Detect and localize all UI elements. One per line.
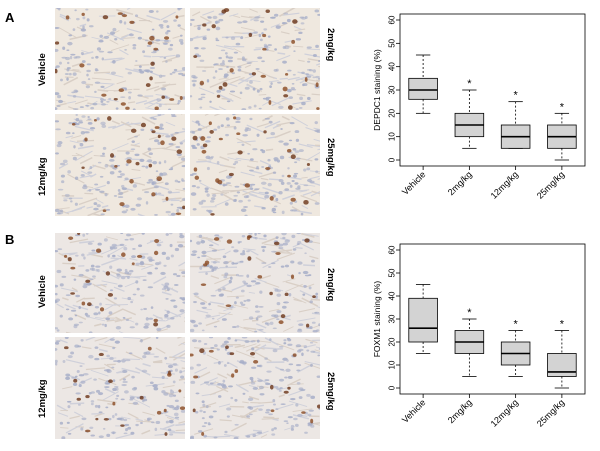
y-tick-label: 60 — [388, 15, 397, 24]
image-label-vehicle: Vehicle — [37, 53, 48, 86]
y-tick-label: 20 — [388, 108, 397, 117]
micrograph-b-25mg — [190, 337, 320, 439]
y-tick-label: 0 — [388, 385, 397, 390]
boxplot-foxm1: 0 10 20 30 40 50 60 FOXM1 staining (%) * * * Vehicl… — [365, 236, 590, 446]
micrograph-a-25mg — [190, 114, 320, 216]
significance-star: * — [467, 78, 472, 90]
significance-star: * — [560, 319, 565, 331]
x-tick-label: 2mg/kg — [446, 169, 474, 197]
iqr-box — [548, 354, 577, 377]
panel-letter-a: A — [5, 10, 14, 25]
micrograph-a-2mg — [190, 8, 320, 110]
x-tick-label: 25mg/kg — [535, 397, 566, 428]
image-label-25mg: 25mg/kg — [325, 372, 336, 411]
micrograph-a-vehicle — [55, 8, 185, 110]
y-tick-label: 30 — [388, 85, 397, 94]
chart-svg: 0 10 20 30 40 50 60 FOXM1 staining (%) * * * Vehicl… — [365, 236, 590, 446]
box-1: * — [455, 307, 484, 377]
image-label-12mg: 12mg/kg — [37, 379, 48, 418]
image-label-12mg: 12mg/kg — [37, 157, 48, 196]
image-label-25mg: 25mg/kg — [325, 138, 336, 177]
x-tick-label: 25mg/kg — [535, 169, 566, 200]
image-label-2mg: 2mg/kg — [325, 268, 336, 301]
x-tick-label: 12mg/kg — [489, 397, 520, 428]
y-tick-label: 20 — [388, 337, 397, 346]
y-tick-label: 0 — [388, 157, 397, 162]
iqr-box — [409, 298, 438, 342]
y-tick-label: 10 — [388, 132, 397, 141]
micrograph-a-12mg — [55, 114, 185, 216]
x-tick-label: 12mg/kg — [489, 169, 520, 200]
y-axis-label: FOXM1 staining (%) — [372, 281, 382, 358]
box-3: * — [548, 101, 577, 160]
panel-letter-b: B — [5, 232, 14, 247]
x-tick-label: Vehicle — [400, 397, 428, 425]
micrograph-b-2mg — [190, 233, 320, 333]
box-0 — [409, 285, 438, 354]
y-tick-label: 10 — [388, 360, 397, 369]
x-tick-label: Vehicle — [400, 169, 428, 197]
y-tick-label: 40 — [388, 291, 397, 300]
y-tick-label: 50 — [388, 268, 397, 277]
y-tick-label: 50 — [388, 38, 397, 47]
box-3: * — [548, 319, 577, 389]
box-0 — [409, 55, 438, 113]
image-label-vehicle: Vehicle — [37, 275, 48, 308]
x-tick-label: 2mg/kg — [446, 397, 474, 425]
significance-star: * — [560, 101, 565, 113]
y-axis-label: DEPDC1 staining (%) — [372, 49, 382, 131]
chart-svg: 0 10 20 30 40 50 60 DEPDC1 staining (%) * * * Vehic… — [365, 6, 590, 218]
image-label-2mg: 2mg/kg — [325, 28, 336, 61]
box-2: * — [501, 319, 530, 377]
significance-star: * — [513, 319, 518, 331]
iqr-box — [409, 78, 438, 99]
significance-star: * — [513, 90, 518, 102]
y-tick-label: 40 — [388, 62, 397, 71]
box-2: * — [501, 90, 530, 149]
y-tick-label: 30 — [388, 314, 397, 323]
micrograph-b-12mg — [55, 337, 185, 439]
y-tick-label: 60 — [388, 245, 397, 254]
box-1: * — [455, 78, 484, 148]
boxplot-depdc1: 0 10 20 30 40 50 60 DEPDC1 staining (%) * * * Vehic… — [365, 6, 590, 218]
significance-star: * — [467, 307, 472, 319]
micrograph-b-vehicle — [55, 233, 185, 333]
